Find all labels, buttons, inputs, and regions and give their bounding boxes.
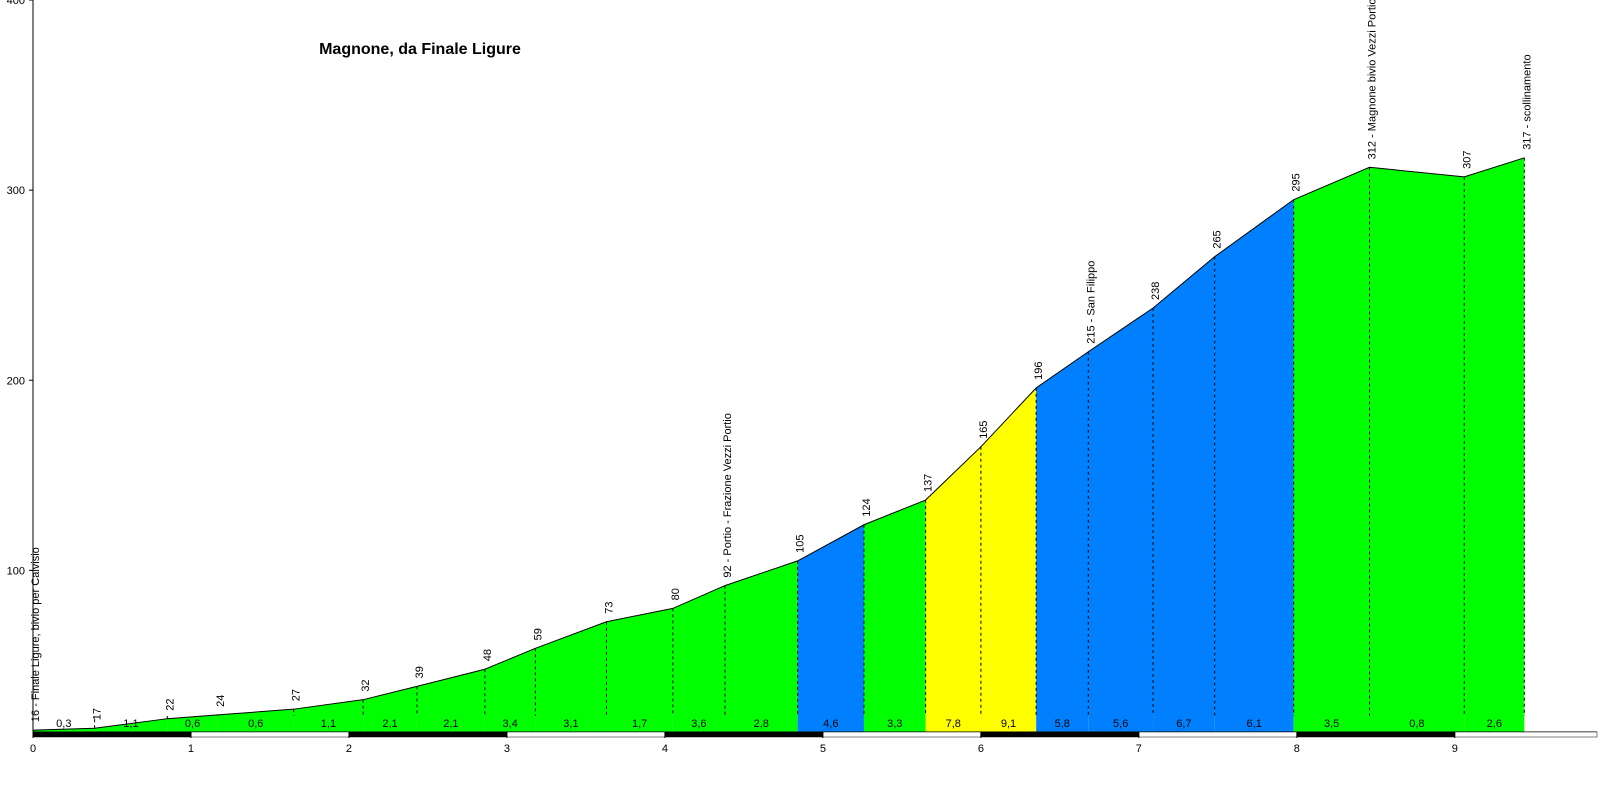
gradient-label: 6,7 xyxy=(1176,718,1191,730)
segment xyxy=(1088,308,1154,732)
point-label: 39 xyxy=(414,666,426,678)
segment xyxy=(1153,256,1215,732)
y-tick-label: 100 xyxy=(7,565,25,577)
gradient-label: 2,1 xyxy=(382,718,397,730)
point-label: 312 - Magnone bivio Vezzi Portio xyxy=(1367,0,1379,159)
point-label: 48 xyxy=(482,649,494,661)
gradient-label: 9,1 xyxy=(1001,718,1016,730)
y-tick-label: 200 xyxy=(7,375,25,387)
scale-bar xyxy=(1454,731,1598,738)
scale-bar xyxy=(1296,731,1456,738)
y-tick-label: 300 xyxy=(7,185,25,197)
scale-bar xyxy=(664,731,824,738)
gradient-label: 5,8 xyxy=(1055,718,1070,730)
segment xyxy=(724,560,798,732)
x-tick-label: 7 xyxy=(1136,743,1142,755)
segment xyxy=(1214,199,1294,733)
x-tick-label: 0 xyxy=(30,743,36,755)
y-tick-label: 400 xyxy=(7,0,25,7)
point-label: 22 xyxy=(164,698,176,710)
point-label: 24 xyxy=(215,695,227,707)
segment xyxy=(484,648,536,732)
scale-bar xyxy=(980,731,1140,738)
point-label: 265 xyxy=(1212,230,1224,248)
segment xyxy=(167,714,218,732)
scale-bar xyxy=(190,731,350,738)
point-label: 73 xyxy=(603,601,615,613)
chart-title: Magnone, da Finale Ligure xyxy=(319,41,521,58)
segment xyxy=(606,608,673,732)
scale-bar xyxy=(822,731,982,738)
scale-bar xyxy=(348,731,508,738)
scale-bar xyxy=(1138,731,1298,738)
point-label: 295 xyxy=(1291,173,1303,191)
segment xyxy=(535,621,607,732)
gradient-label: 3,3 xyxy=(887,718,902,730)
gradient-label: 3,5 xyxy=(1324,718,1339,730)
point-label: 165 xyxy=(978,420,990,438)
segment xyxy=(94,718,168,732)
gradient-label: 7,8 xyxy=(946,718,961,730)
point-label: 105 xyxy=(795,535,807,553)
x-tick-label: 8 xyxy=(1294,743,1300,755)
segment xyxy=(672,585,725,732)
point-label: 59 xyxy=(532,628,544,640)
gradient-label: 0,3 xyxy=(56,718,71,730)
profile-line xyxy=(32,157,1525,731)
segment xyxy=(1036,351,1089,732)
segment xyxy=(1464,157,1525,732)
point-label: 17 xyxy=(92,708,104,720)
point-label: 238 xyxy=(1150,282,1162,300)
gradient-label: 5,6 xyxy=(1113,718,1128,730)
segment xyxy=(925,446,981,732)
segment xyxy=(797,524,864,732)
x-tick-label: 2 xyxy=(346,743,352,755)
segment xyxy=(416,669,485,732)
point-label: 27 xyxy=(291,689,303,701)
x-tick-label: 1 xyxy=(188,743,194,755)
point-label: 307 xyxy=(1461,150,1473,168)
segment xyxy=(1369,167,1465,733)
x-tick-label: 5 xyxy=(820,743,826,755)
x-tick-label: 4 xyxy=(662,743,668,755)
point-label: 80 xyxy=(670,588,682,600)
gradient-label: 0,6 xyxy=(185,718,200,730)
gradient-label: 1,7 xyxy=(632,718,647,730)
segment xyxy=(1293,167,1370,733)
x-tick-label: 9 xyxy=(1452,743,1458,755)
scale-bar xyxy=(506,731,666,738)
point-label: 92 - Portio - Frazione Vezzi Portio xyxy=(722,413,734,577)
point-label: 317 - scollinamento xyxy=(1521,54,1533,149)
gradient-label: 0,8 xyxy=(1409,718,1424,730)
segment xyxy=(863,500,926,732)
gradient-label: 1,1 xyxy=(123,718,138,730)
segment xyxy=(293,699,364,732)
gradient-label: 4,6 xyxy=(823,718,838,730)
point-label: 215 - San Filippo xyxy=(1085,261,1097,344)
segment xyxy=(363,686,417,732)
segment xyxy=(980,387,1037,732)
gradient-label: 3,1 xyxy=(563,718,578,730)
point-label: 137 xyxy=(923,474,935,492)
point-label: 16 - Finale Ligure, bivio per Calvisio xyxy=(30,547,42,722)
point-label: 32 xyxy=(360,679,372,691)
gradient-label: 6,1 xyxy=(1247,718,1262,730)
gradient-label: 2,6 xyxy=(1487,718,1502,730)
gradient-label: 0,6 xyxy=(248,718,263,730)
x-tick-label: 3 xyxy=(504,743,510,755)
point-label: 124 xyxy=(861,498,873,516)
scale-bar xyxy=(32,731,192,738)
gradient-label: 2,1 xyxy=(443,718,458,730)
gradient-label: 3,6 xyxy=(691,718,706,730)
gradient-label: 1,1 xyxy=(321,718,336,730)
segment xyxy=(217,709,294,732)
gradient-label: 3,4 xyxy=(502,718,517,730)
x-tick-label: 6 xyxy=(978,743,984,755)
point-label: 196 xyxy=(1033,362,1045,380)
gradient-label: 2,8 xyxy=(754,718,769,730)
